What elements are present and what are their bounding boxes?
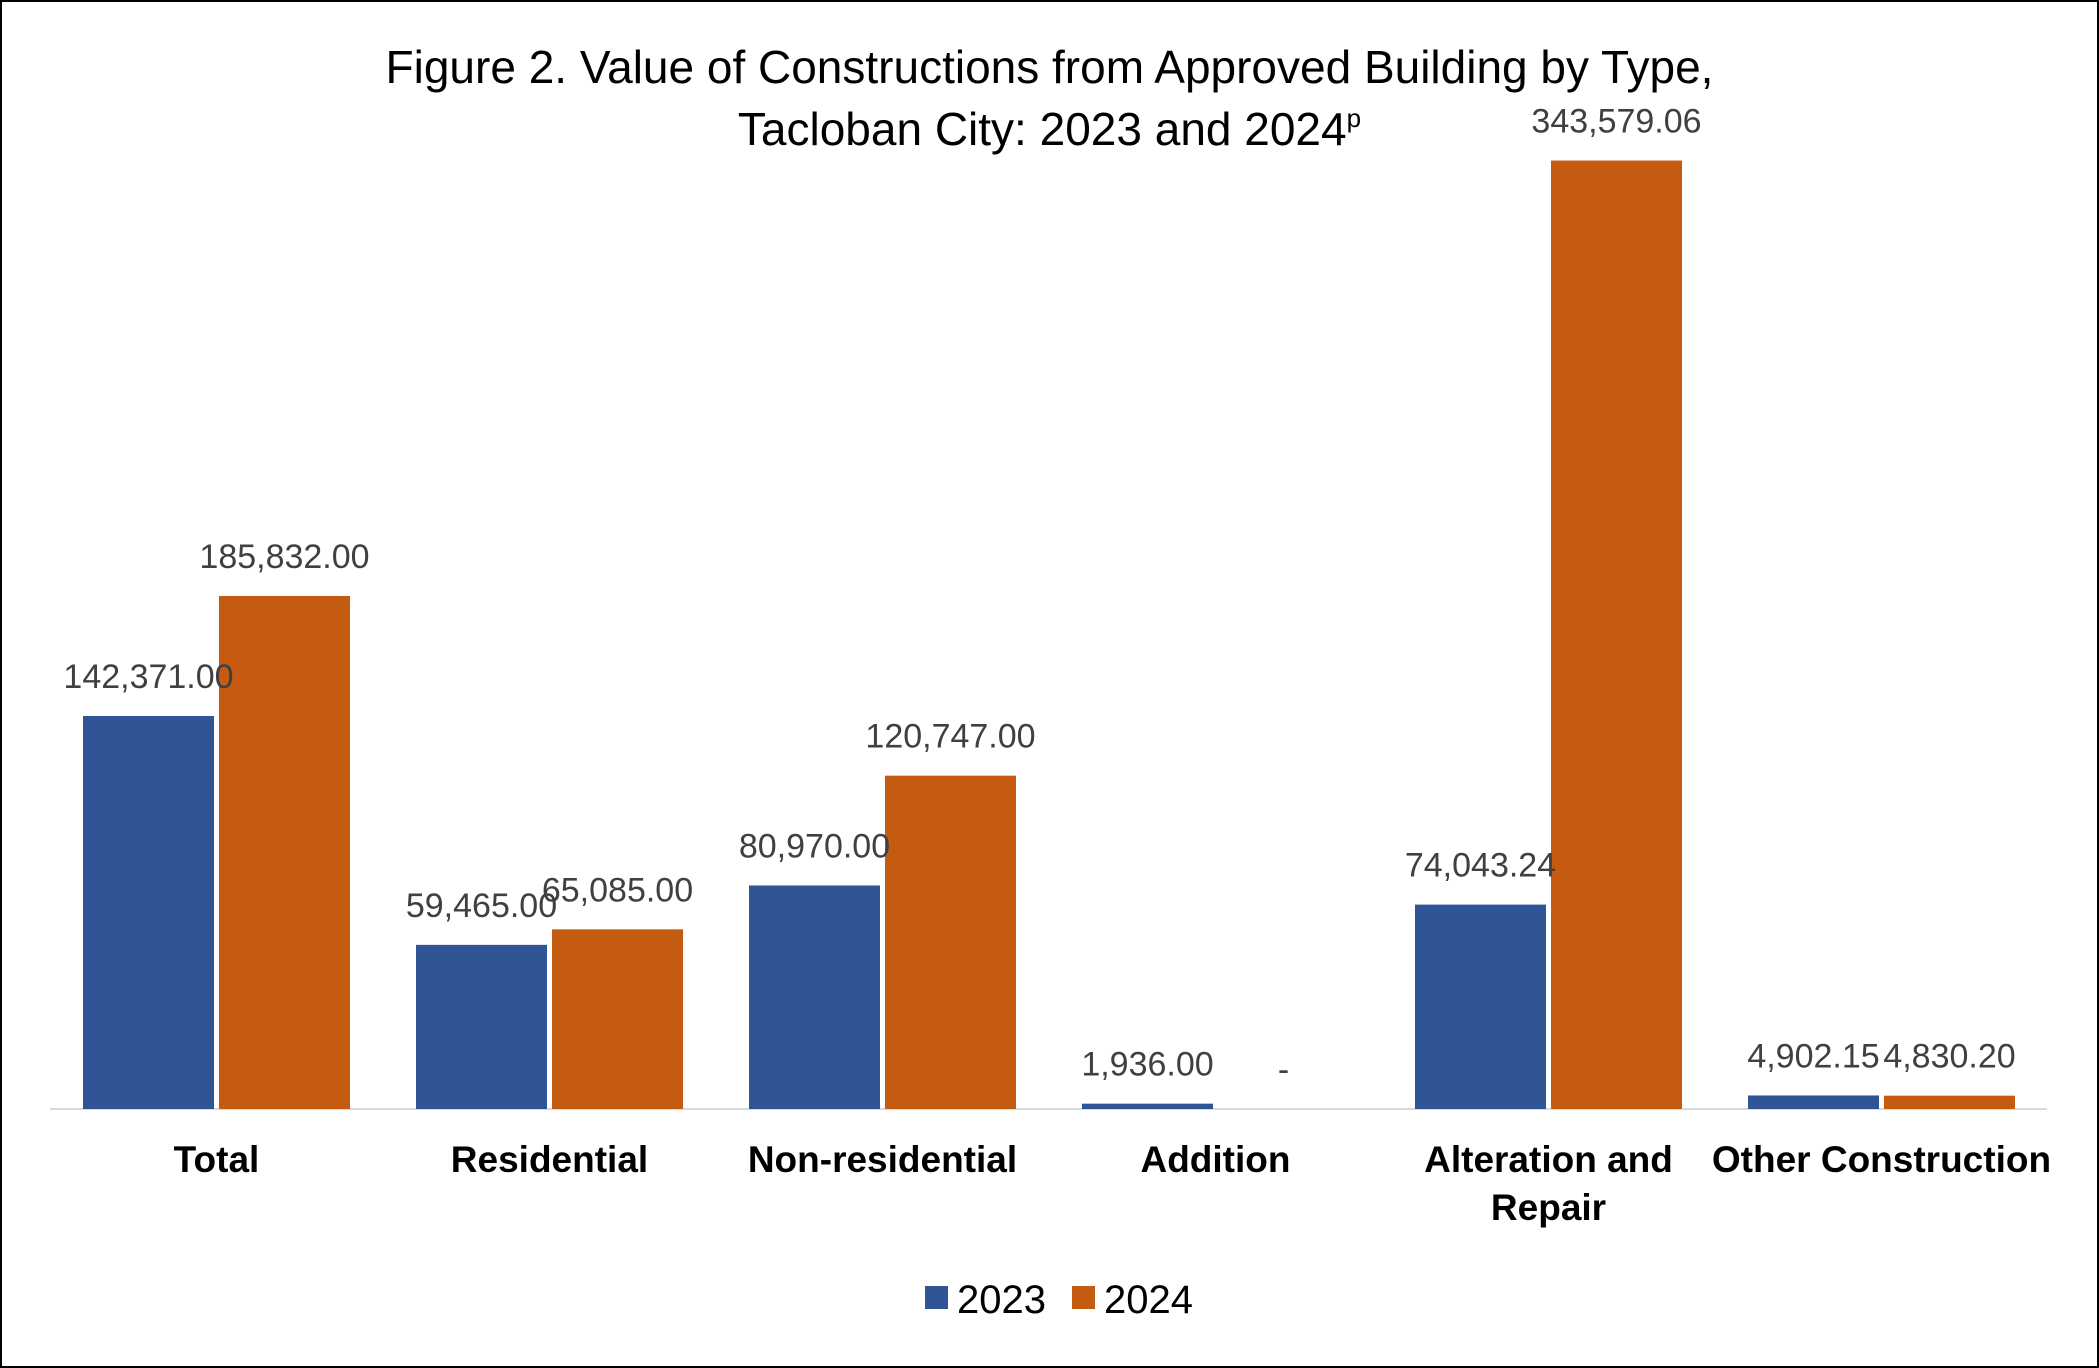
legend-swatch-2024 [1072,1286,1095,1309]
legend-label-2023: 2023 [957,1278,1046,1322]
data-label-residential-2023: 59,465.00 [406,887,557,925]
chart-title-line-2: Tacloban City: 2023 and 2024 [737,103,1347,155]
bar-addition-2023 [1082,1103,1213,1109]
bar-alteration-and-repair-2024 [1551,160,1682,1110]
data-label-addition-2024: - [1278,1051,1289,1089]
data-label-other-construction-2024: 4,830.20 [1883,1038,2015,1076]
data-label-residential-2024: 65,085.00 [542,871,693,909]
category-label-addition: Addition [1140,1139,1290,1180]
legend: 2023 2024 [925,1278,1193,1322]
data-label-total-2023: 142,371.00 [63,658,233,696]
category-label-residential: Residential [451,1139,648,1180]
bars-layer [83,160,2015,1110]
bar-total-2024 [219,596,350,1109]
chart-title-line-1: Figure 2. Value of Constructions from Ap… [385,41,1714,93]
data-label-non-residential-2023: 80,970.00 [739,827,890,865]
category-labels-layer: Total Residential Non-residential Addition A… [174,1139,2051,1228]
category-label-other-construction: Other Construction [1712,1139,2051,1180]
bar-residential-2023 [416,944,547,1109]
bar-residential-2024 [552,929,683,1109]
bar-other-construction-2024 [1884,1095,2015,1109]
bar-non-residential-2024 [885,775,1016,1109]
chart-title: Figure 2. Value of Constructions from Ap… [2,36,2097,160]
bar-other-construction-2023 [1748,1095,1879,1109]
legend-swatch-2023 [925,1286,948,1309]
chart-title-superscript: p [1346,103,1362,133]
bar-alteration-and-repair-2023 [1415,904,1546,1109]
bar-total-2023 [83,715,214,1109]
data-label-total-2024: 185,832.00 [199,538,369,576]
data-label-addition-2023: 1,936.00 [1081,1046,1213,1084]
category-label-total: Total [174,1139,260,1180]
bar-non-residential-2023 [749,885,880,1109]
data-label-other-construction-2023: 4,902.15 [1747,1037,1879,1075]
category-label-non-residential: Non-residential [748,1139,1017,1180]
data-label-non-residential-2024: 120,747.00 [865,718,1035,756]
category-label-alteration-and-repair: Alteration and Repair [1424,1139,1673,1228]
data-label-alteration-and-repair-2023: 74,043.24 [1405,847,1556,885]
data-label-alteration-and-repair-2024: 343,579.06 [1531,103,1701,141]
legend-label-2024: 2024 [1104,1278,1193,1322]
